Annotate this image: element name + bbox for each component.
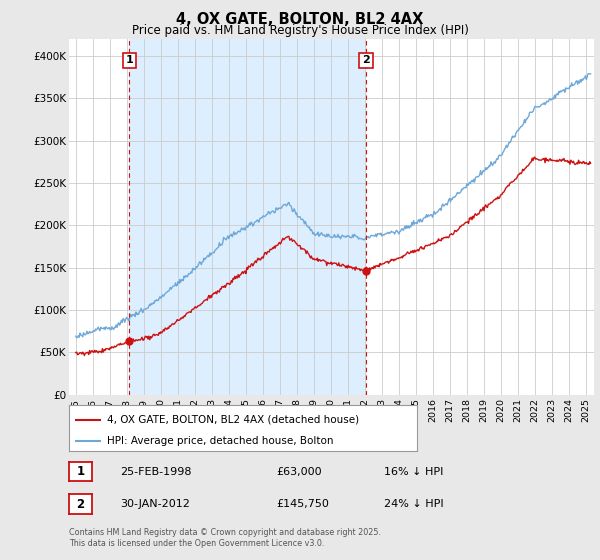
- Text: Price paid vs. HM Land Registry's House Price Index (HPI): Price paid vs. HM Land Registry's House …: [131, 24, 469, 37]
- Text: 2: 2: [76, 497, 85, 511]
- Text: 4, OX GATE, BOLTON, BL2 4AX (detached house): 4, OX GATE, BOLTON, BL2 4AX (detached ho…: [107, 414, 359, 424]
- Text: 1: 1: [76, 465, 85, 478]
- Text: 2: 2: [362, 55, 370, 66]
- Text: Contains HM Land Registry data © Crown copyright and database right 2025.
This d: Contains HM Land Registry data © Crown c…: [69, 528, 381, 548]
- Bar: [130, 39, 366, 395]
- Text: £145,750: £145,750: [276, 499, 329, 509]
- Text: 16% ↓ HPI: 16% ↓ HPI: [384, 466, 443, 477]
- Text: 30-JAN-2012: 30-JAN-2012: [120, 499, 190, 509]
- Text: 4, OX GATE, BOLTON, BL2 4AX: 4, OX GATE, BOLTON, BL2 4AX: [176, 12, 424, 27]
- Text: £63,000: £63,000: [276, 466, 322, 477]
- Text: 24% ↓ HPI: 24% ↓ HPI: [384, 499, 443, 509]
- Text: HPI: Average price, detached house, Bolton: HPI: Average price, detached house, Bolt…: [107, 436, 334, 446]
- Text: 25-FEB-1998: 25-FEB-1998: [120, 466, 191, 477]
- Text: 1: 1: [125, 55, 133, 66]
